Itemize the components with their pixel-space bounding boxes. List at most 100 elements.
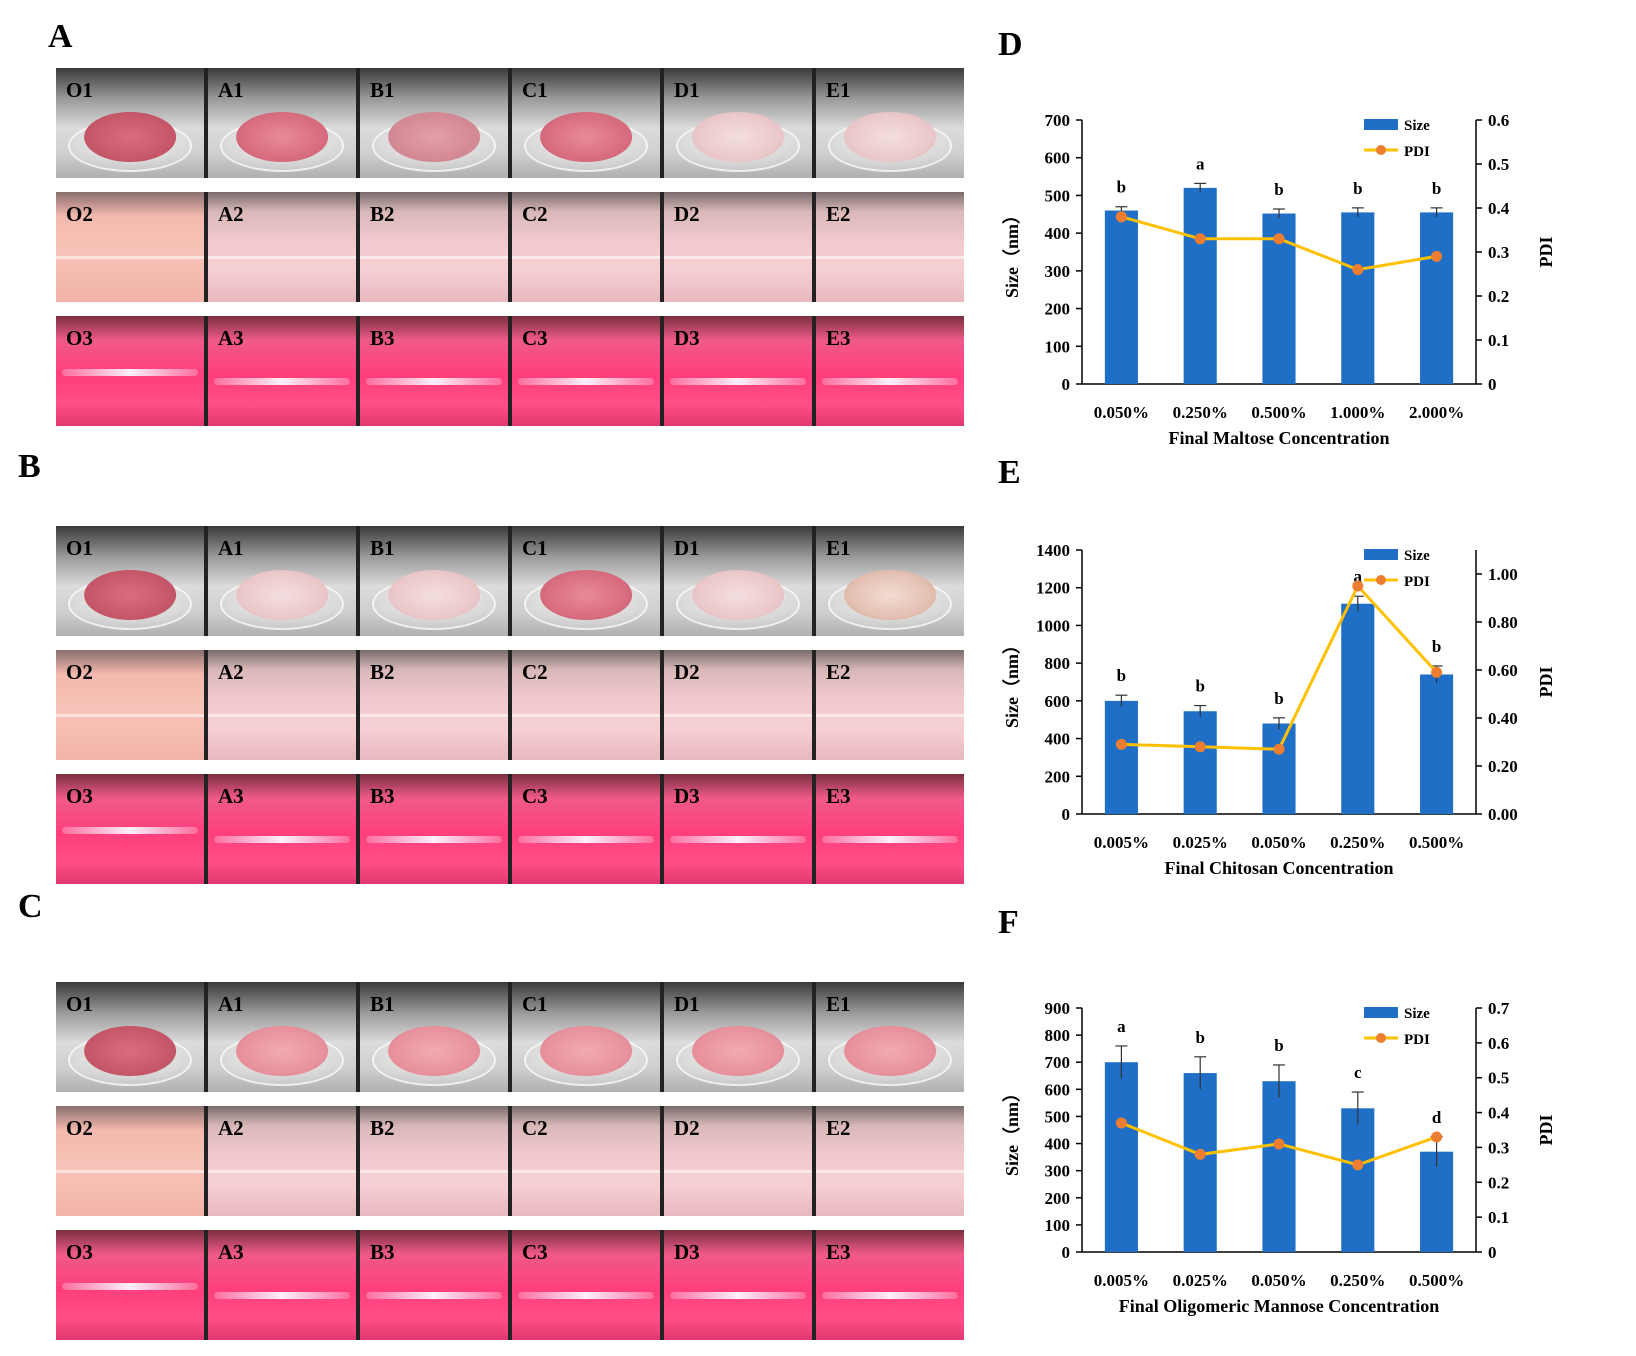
y2-tick-label: 0.5 [1488, 1069, 1509, 1088]
fluorescence-band [821, 1291, 959, 1299]
y-tick-label: 200 [1045, 767, 1071, 786]
fluorescence-band [821, 835, 959, 843]
vial-label: D1 [674, 992, 700, 1016]
liquid-surface [664, 1169, 812, 1173]
vial-photo: O2 [56, 650, 204, 760]
vial-photo: E2 [816, 192, 964, 302]
vial-photo: C1 [512, 982, 660, 1092]
x-axis-label: Final Chitosan Concentration [1164, 858, 1393, 878]
vial-label: B2 [370, 202, 395, 226]
photo-row-top: O1 A1 B1 C1 D1 E1 [56, 68, 964, 178]
y2-tick-label: 0.6 [1488, 1034, 1509, 1053]
size-bar [1104, 210, 1138, 384]
significance-letter: a [1196, 154, 1205, 173]
fluorescence-band [365, 377, 503, 385]
y-axis-label: Size（nm） [1002, 636, 1022, 728]
panel-letter-f: F [998, 904, 1019, 941]
liquid-surface [816, 713, 964, 717]
x-tick-label: 0.250% [1330, 1271, 1385, 1290]
fluorescence-band [517, 835, 655, 843]
liquid-surface [360, 1169, 508, 1173]
vial-photo: A3 [208, 774, 356, 884]
sample-deposit [84, 112, 176, 162]
vial-label: C3 [522, 326, 548, 350]
liquid-surface [56, 1169, 204, 1173]
fluorescence-band [213, 835, 351, 843]
significance-letter: b [1274, 1036, 1283, 1055]
size-bar [1183, 711, 1217, 814]
pdi-point [1194, 233, 1206, 245]
x-tick-label: 0.500% [1251, 403, 1306, 422]
vial-photo: D3 [664, 316, 812, 426]
vial-photo: E3 [816, 316, 964, 426]
significance-letter: b [1274, 180, 1283, 199]
sample-deposit [692, 1026, 784, 1076]
y-tick-label: 700 [1045, 111, 1071, 130]
vial-photo: A3 [208, 1230, 356, 1340]
vial-photo: O1 [56, 982, 204, 1092]
vial-label: O2 [66, 1116, 93, 1140]
liquid-surface [56, 713, 204, 717]
vial-label: C3 [522, 784, 548, 808]
vial-label: E1 [826, 992, 851, 1016]
photo-row-bot: O3 A3 B3 C3 D3 E3 [56, 774, 964, 884]
fluorescence-band [365, 835, 503, 843]
sample-deposit [692, 570, 784, 620]
fluorescence-band [213, 1291, 351, 1299]
significance-letter: b [1274, 689, 1283, 708]
panel-letter-c: C [18, 888, 43, 925]
pdi-point [1273, 233, 1285, 245]
size-bar [1262, 1081, 1296, 1252]
y2-tick-label: 0 [1488, 1243, 1497, 1262]
vial-photo: E1 [816, 68, 964, 178]
fluorescence-band [517, 1291, 655, 1299]
fluorescence-band [61, 1282, 199, 1290]
vial-photo: C3 [512, 1230, 660, 1340]
vial-photo: C2 [512, 192, 660, 302]
x-tick-label: 0.005% [1094, 833, 1149, 852]
vial-label: B3 [370, 1240, 395, 1264]
vial-label: C1 [522, 536, 548, 560]
chart-chitosan: 0 200 400 600 800 1000 1200 1400 0.00 0.20 0.40 0.6… [1002, 541, 1556, 878]
y-tick-label: 600 [1045, 692, 1071, 711]
pdi-point [1194, 1148, 1206, 1160]
vial-photo: O1 [56, 526, 204, 636]
vial-photo: B3 [360, 1230, 508, 1340]
vial-photo: A2 [208, 192, 356, 302]
vial-label: O1 [66, 78, 93, 102]
sample-deposit [388, 112, 480, 162]
fluorescence-band [517, 377, 655, 385]
x-tick-label: 2.000% [1409, 403, 1464, 422]
y2-tick-label: 0.3 [1488, 243, 1509, 262]
y2-tick-label: 0.1 [1488, 1208, 1509, 1227]
vial-photo: C3 [512, 316, 660, 426]
x-axis-label: Final Maltose Concentration [1169, 428, 1390, 448]
vial-label: B3 [370, 784, 395, 808]
vial-photo: A2 [208, 1106, 356, 1216]
vial-label: A1 [218, 78, 244, 102]
vial-photo: E2 [816, 650, 964, 760]
significance-letter: b [1353, 179, 1362, 198]
y2-tick-label: 0.1 [1488, 331, 1509, 350]
size-bar [1183, 187, 1217, 384]
legend-size-label: Size [1404, 118, 1430, 134]
vial-photo: B2 [360, 192, 508, 302]
y2-tick-label: 0.40 [1488, 709, 1518, 728]
y2-axis-label: PDI [1536, 1115, 1556, 1146]
photo-row-mid: O2 A2 B2 C2 D2 E2 [56, 192, 964, 302]
vial-label: O3 [66, 784, 93, 808]
vial-photo: O2 [56, 1106, 204, 1216]
y-tick-label: 800 [1045, 654, 1071, 673]
fluorescence-band [61, 826, 199, 834]
significance-letter: b [1117, 178, 1126, 197]
vial-label: D3 [674, 1240, 700, 1264]
vial-label: E2 [826, 1116, 851, 1140]
y-tick-label: 300 [1045, 1162, 1071, 1181]
fluorescence-band [213, 377, 351, 385]
vial-label: B1 [370, 536, 395, 560]
significance-letter: b [1117, 666, 1126, 685]
vial-label: C2 [522, 660, 548, 684]
vial-label: E1 [826, 536, 851, 560]
y-tick-label: 1400 [1036, 541, 1070, 560]
significance-letter: b [1432, 179, 1441, 198]
